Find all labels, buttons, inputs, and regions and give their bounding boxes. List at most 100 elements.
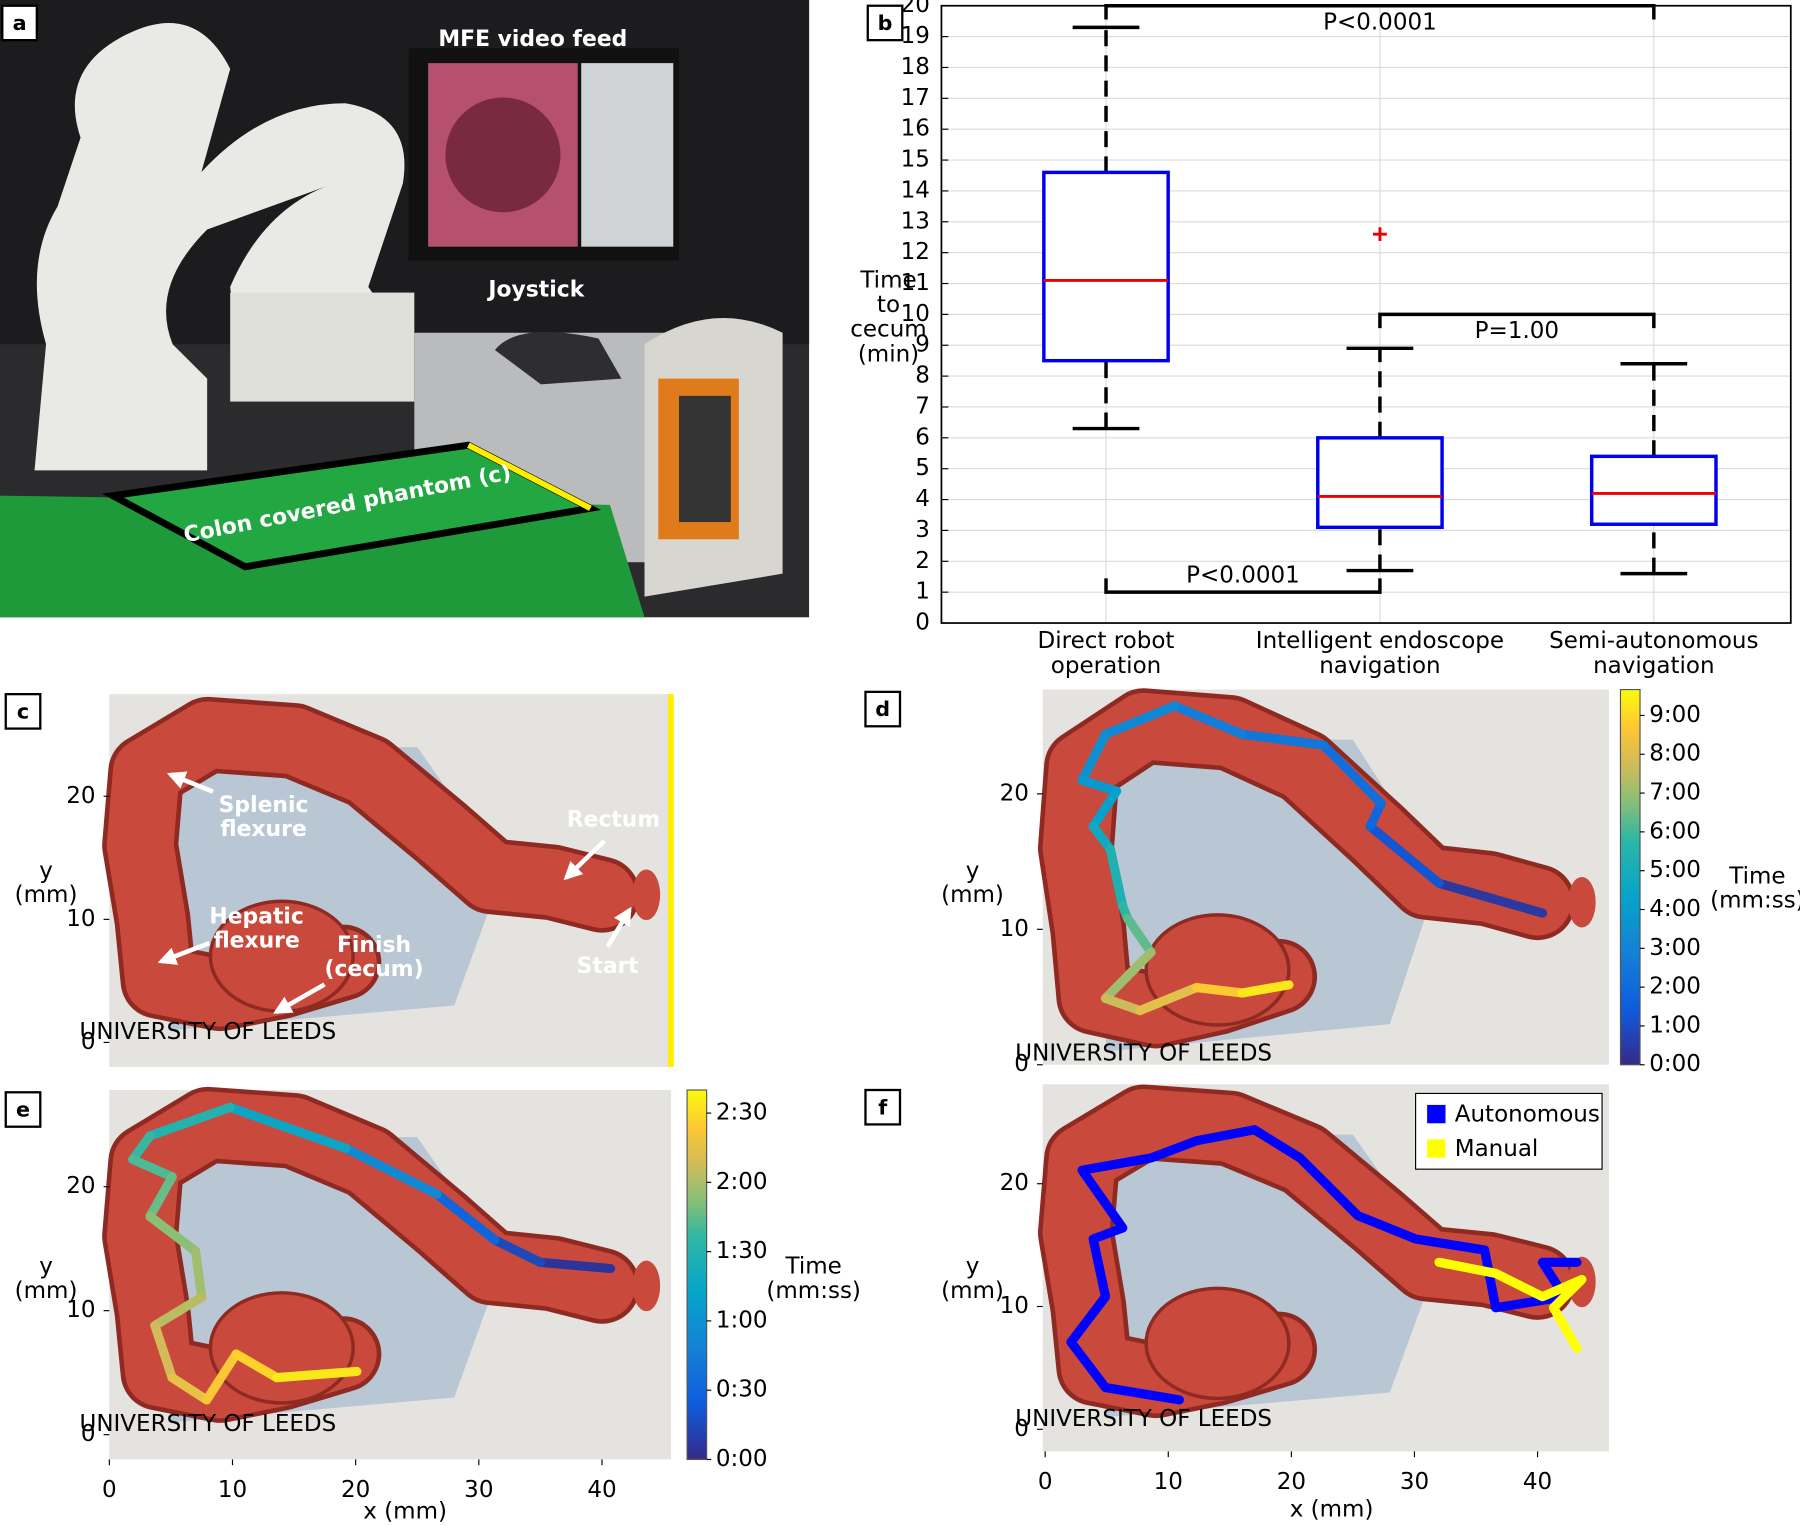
x-axis-label: x (mm) bbox=[363, 1499, 447, 1525]
annotation-arrow bbox=[563, 839, 606, 881]
box bbox=[1589, 454, 1718, 526]
colon bbox=[106, 1091, 636, 1419]
annotation-arrow bbox=[157, 940, 211, 965]
colorbar-tick-label: 9:00 bbox=[1649, 702, 1701, 728]
x-tick-label: operation bbox=[1051, 653, 1161, 679]
y-axis-label: (mm) bbox=[15, 1278, 78, 1304]
trajectory-segment bbox=[1077, 729, 1111, 785]
trajectory-segment bbox=[535, 1257, 616, 1274]
y-tick-label: 7 bbox=[915, 393, 930, 419]
panel-label-box bbox=[864, 1088, 902, 1126]
annotation: MFE video feed bbox=[438, 27, 627, 52]
annotation: Finish bbox=[337, 933, 411, 958]
outlier bbox=[1373, 227, 1387, 242]
y-tick-label: 0 bbox=[81, 1421, 96, 1447]
panel-label-box bbox=[866, 4, 904, 42]
y-tick-label: 2 bbox=[915, 548, 930, 574]
colon bbox=[1042, 1089, 1571, 1414]
x-tick-label: Direct robot bbox=[1038, 628, 1175, 654]
y-tick-label: 10 bbox=[66, 906, 95, 932]
y-tick-label: 10 bbox=[66, 1297, 95, 1323]
annotation-arrow bbox=[166, 771, 214, 794]
y-tick-label: 20 bbox=[66, 1173, 95, 1199]
colorbar-tick-label: 1:00 bbox=[716, 1307, 768, 1333]
trajectory-segment bbox=[1169, 701, 1247, 739]
panel-label-box bbox=[1, 4, 38, 42]
x-tick-label: 30 bbox=[1400, 1469, 1429, 1495]
panel-label: d bbox=[875, 697, 890, 721]
y-tick-label: 15 bbox=[901, 147, 930, 173]
annotation-arrow bbox=[273, 982, 326, 1014]
trajectory-segment bbox=[1088, 786, 1122, 831]
colon-cecum bbox=[1144, 1286, 1291, 1401]
annotation: Hepatic bbox=[209, 904, 303, 929]
y-tick-label: 0 bbox=[1014, 1051, 1029, 1077]
watermark: UNIVERSITY OF LEEDS bbox=[1015, 1406, 1272, 1432]
y-axis-label: (mm) bbox=[941, 882, 1004, 908]
x-tick-label: 0 bbox=[102, 1477, 117, 1503]
colorbar-tick-label: 2:00 bbox=[716, 1169, 768, 1195]
annotation: (cecum) bbox=[325, 957, 424, 982]
y-tick-label: 9 bbox=[915, 332, 930, 358]
y-axis-label: (mm) bbox=[941, 1278, 1004, 1304]
annotation: Joystick bbox=[486, 277, 584, 302]
rectum-end bbox=[1568, 876, 1596, 928]
x-tick-label: Intelligent endoscope bbox=[1256, 628, 1504, 654]
y-tick-label: 20 bbox=[901, 0, 930, 18]
panel-label-box bbox=[864, 690, 902, 728]
trajectory-segment bbox=[231, 1349, 282, 1383]
y-tick-label: 0 bbox=[1014, 1416, 1029, 1442]
y-tick-label: 5 bbox=[915, 455, 930, 481]
y-axis-label: Time bbox=[859, 267, 916, 293]
annotation: Start bbox=[577, 954, 639, 979]
colorbar-tick-label: 7:00 bbox=[1649, 780, 1701, 806]
trajectory-segment bbox=[272, 1366, 362, 1383]
x-axis-label: x (mm) bbox=[1290, 1496, 1374, 1522]
panel-label: a bbox=[13, 11, 27, 35]
colon-cecum bbox=[1144, 913, 1291, 1027]
trajectory-segment bbox=[145, 1102, 235, 1141]
y-tick-label: 17 bbox=[901, 85, 930, 111]
y-axis-label: to bbox=[877, 292, 900, 318]
y-tick-label: 10 bbox=[1000, 1293, 1029, 1319]
bracket bbox=[1104, 578, 1382, 594]
trajectory-segment bbox=[432, 1189, 500, 1245]
y-tick-label: 0 bbox=[81, 1029, 96, 1055]
x-tick-label: 10 bbox=[1154, 1469, 1183, 1495]
y-tick-label: 3 bbox=[915, 517, 930, 543]
y-axis-label: y bbox=[39, 858, 53, 884]
box bbox=[1042, 170, 1170, 363]
x-tick-label: 10 bbox=[218, 1477, 247, 1503]
x-tick-label: 40 bbox=[587, 1477, 616, 1503]
y-tick-label: 11 bbox=[901, 270, 930, 296]
colorbar-tick-label: 0:30 bbox=[716, 1377, 768, 1403]
x-tick-label: Semi-autonomous bbox=[1549, 628, 1758, 654]
trajectory-segment bbox=[128, 1131, 155, 1165]
x-tick-label: 20 bbox=[341, 1477, 370, 1503]
trajectory-segment bbox=[1237, 729, 1328, 750]
x-tick-label: navigation bbox=[1319, 653, 1440, 679]
panel-label: b bbox=[878, 11, 893, 35]
trajectory-segment bbox=[190, 1246, 207, 1302]
y-tick-label: 4 bbox=[915, 486, 930, 512]
bracket bbox=[1378, 312, 1656, 329]
trajectory-segment bbox=[1191, 982, 1247, 998]
x-tick-label: 20 bbox=[1277, 1469, 1306, 1495]
x-tick-label: 30 bbox=[464, 1477, 493, 1503]
colorbar bbox=[686, 1089, 708, 1461]
y-tick-label: 20 bbox=[1000, 780, 1029, 806]
trajectory-segment bbox=[128, 1154, 177, 1182]
trajectory-segment bbox=[225, 1102, 351, 1153]
annotation: Splenic bbox=[219, 793, 309, 818]
photo-a bbox=[0, 0, 810, 618]
trajectory-segment bbox=[1434, 878, 1548, 918]
box bbox=[1316, 436, 1444, 530]
colorbar-tick-label: 2:00 bbox=[1649, 974, 1701, 1000]
watermark: UNIVERSITY OF LEEDS bbox=[79, 1019, 336, 1045]
bracket-label: P=1.00 bbox=[1475, 318, 1559, 344]
y-axis-label: (mm) bbox=[15, 882, 78, 908]
colorbar-label: Time bbox=[785, 1254, 842, 1280]
y-tick-label: 14 bbox=[901, 177, 930, 203]
